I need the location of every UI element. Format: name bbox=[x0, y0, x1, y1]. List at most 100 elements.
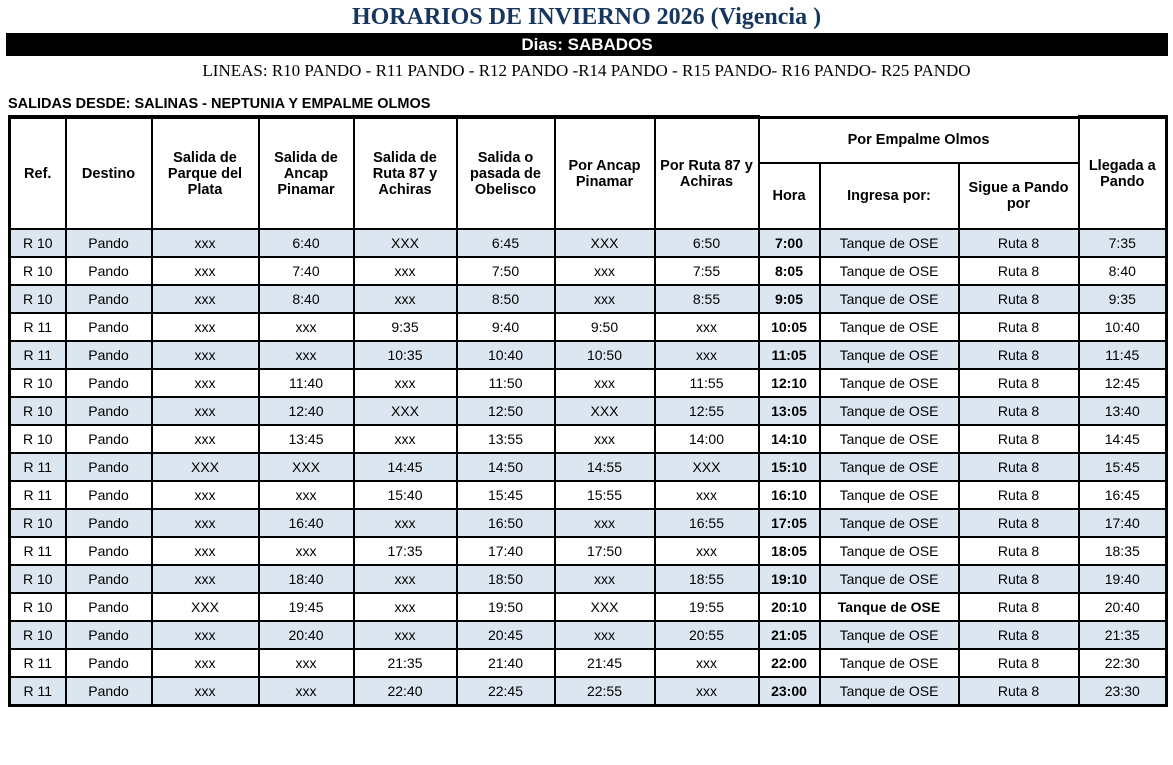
cell-ruta87: xxx bbox=[352, 564, 458, 594]
timetable-row: R 10 Pando xxx 13:45 xxx 13:55 xxx 14:00 14:10 Ta… bbox=[8, 424, 1168, 454]
cell-ref: R 11 bbox=[8, 340, 67, 370]
cell-parque: xxx bbox=[150, 340, 260, 370]
cell-ingresa: Tanque de OSE bbox=[818, 564, 960, 594]
cell-parque: xxx bbox=[150, 620, 260, 650]
cell-hora: 9:05 bbox=[757, 284, 821, 314]
col-header-por-ancap-pinamar: Por Ancap Pinamar bbox=[553, 115, 656, 230]
cell-ingresa: Tanque de OSE bbox=[818, 284, 960, 314]
col-group-por-empalme-olmos: Por Empalme Olmos bbox=[757, 116, 1080, 164]
col-header-destino: Destino bbox=[64, 115, 153, 230]
col-header-llegada-a-pando: Llegada a Pando bbox=[1077, 115, 1168, 230]
cell-obelisco: 18:50 bbox=[455, 564, 556, 594]
timetable-row: R 11 Pando xxx xxx 22:40 22:45 22:55 xxx 23:00 Ta… bbox=[8, 676, 1168, 706]
cell-ancap: 11:40 bbox=[257, 368, 355, 398]
cell-llegada: 8:40 bbox=[1077, 256, 1168, 286]
cell-obelisco: 21:40 bbox=[455, 648, 556, 678]
cell-parque: xxx bbox=[150, 312, 260, 342]
cell-por-ancap: 15:55 bbox=[553, 480, 656, 510]
cell-parque: xxx bbox=[150, 564, 260, 594]
cell-sigue: Ruta 8 bbox=[957, 368, 1080, 398]
col-header-sigue-a-pando-por: Sigue a Pando por bbox=[957, 162, 1080, 230]
cell-ref: R 10 bbox=[8, 508, 67, 538]
cell-ruta87: 21:35 bbox=[352, 648, 458, 678]
timetable-row: R 10 Pando xxx 20:40 xxx 20:45 xxx 20:55 21:05 Ta… bbox=[8, 620, 1168, 650]
cell-destino: Pando bbox=[64, 648, 153, 678]
cell-llegada: 14:45 bbox=[1077, 424, 1168, 454]
cell-hora: 17:05 bbox=[757, 508, 821, 538]
cell-ancap: 12:40 bbox=[257, 396, 355, 426]
cell-por-ruta87: 8:55 bbox=[653, 284, 760, 314]
cell-parque: xxx bbox=[150, 648, 260, 678]
cell-ruta87: XXX bbox=[352, 396, 458, 426]
cell-destino: Pando bbox=[64, 480, 153, 510]
cell-ancap: 7:40 bbox=[257, 256, 355, 286]
cell-destino: Pando bbox=[64, 676, 153, 706]
col-header-por-ruta-87: Por Ruta 87 y Achiras bbox=[653, 115, 760, 230]
cell-obelisco: 22:45 bbox=[455, 676, 556, 706]
cell-ruta87: xxx bbox=[352, 592, 458, 622]
cell-por-ruta87: 6:50 bbox=[653, 228, 760, 258]
cell-ancap: xxx bbox=[257, 312, 355, 342]
cell-obelisco: 20:45 bbox=[455, 620, 556, 650]
cell-hora: 16:10 bbox=[757, 480, 821, 510]
cell-por-ancap: xxx bbox=[553, 620, 656, 650]
cell-sigue: Ruta 8 bbox=[957, 676, 1080, 706]
cell-destino: Pando bbox=[64, 592, 153, 622]
cell-por-ruta87: XXX bbox=[653, 452, 760, 482]
cell-ruta87: 22:40 bbox=[352, 676, 458, 706]
cell-ref: R 11 bbox=[8, 480, 67, 510]
cell-ref: R 10 bbox=[8, 592, 67, 622]
col-header-hora: Hora bbox=[757, 162, 821, 230]
cell-ancap: xxx bbox=[257, 648, 355, 678]
cell-parque: xxx bbox=[150, 480, 260, 510]
cell-ruta87: xxx bbox=[352, 424, 458, 454]
cell-ref: R 10 bbox=[8, 424, 67, 454]
timetable: Ref. Destino Salida de Parque del Plata … bbox=[8, 115, 1169, 707]
cell-parque: xxx bbox=[150, 508, 260, 538]
cell-por-ancap: XXX bbox=[553, 592, 656, 622]
timetable-row: R 11 Pando xxx xxx 10:35 10:40 10:50 xxx 11:05 Ta… bbox=[8, 340, 1168, 370]
cell-destino: Pando bbox=[64, 564, 153, 594]
cell-obelisco: 12:50 bbox=[455, 396, 556, 426]
cell-por-ruta87: xxx bbox=[653, 480, 760, 510]
timetable-row: R 11 Pando xxx xxx 21:35 21:40 21:45 xxx 22:00 Ta… bbox=[8, 648, 1168, 678]
cell-por-ancap: xxx bbox=[553, 424, 656, 454]
timetable-row: R 11 Pando xxx xxx 17:35 17:40 17:50 xxx 18:05 Ta… bbox=[8, 536, 1168, 566]
cell-obelisco: 17:40 bbox=[455, 536, 556, 566]
cell-destino: Pando bbox=[64, 312, 153, 342]
cell-ancap: 18:40 bbox=[257, 564, 355, 594]
cell-ref: R 11 bbox=[8, 312, 67, 342]
timetable-row: R 10 Pando xxx 11:40 xxx 11:50 xxx 11:55 12:10 Ta… bbox=[8, 368, 1168, 398]
cell-ruta87: xxx bbox=[352, 620, 458, 650]
cell-por-ancap: xxx bbox=[553, 508, 656, 538]
cell-llegada: 9:35 bbox=[1077, 284, 1168, 314]
cell-llegada: 11:45 bbox=[1077, 340, 1168, 370]
cell-ingresa: Tanque de OSE bbox=[818, 536, 960, 566]
cell-hora: 22:00 bbox=[757, 648, 821, 678]
cell-sigue: Ruta 8 bbox=[957, 228, 1080, 258]
cell-ref: R 10 bbox=[8, 620, 67, 650]
day-banner: Dias: SABADOS bbox=[6, 33, 1168, 56]
cell-llegada: 22:30 bbox=[1077, 648, 1168, 678]
cell-ancap: 19:45 bbox=[257, 592, 355, 622]
cell-destino: Pando bbox=[64, 620, 153, 650]
cell-hora: 11:05 bbox=[757, 340, 821, 370]
cell-ancap: 13:45 bbox=[257, 424, 355, 454]
cell-ref: R 10 bbox=[8, 564, 67, 594]
departures-from-label: SALIDAS DESDE: SALINAS - NEPTUNIA Y EMPA… bbox=[8, 96, 431, 112]
col-header-salida-ancap-pinamar: Salida de Ancap Pinamar bbox=[257, 115, 355, 230]
cell-ref: R 11 bbox=[8, 676, 67, 706]
cell-ruta87: 9:35 bbox=[352, 312, 458, 342]
cell-ref: R 11 bbox=[8, 452, 67, 482]
cell-sigue: Ruta 8 bbox=[957, 256, 1080, 286]
cell-destino: Pando bbox=[64, 256, 153, 286]
timetable-row: R 10 Pando xxx 7:40 xxx 7:50 xxx 7:55 8:05 Tanque… bbox=[8, 256, 1168, 286]
cell-llegada: 15:45 bbox=[1077, 452, 1168, 482]
cell-ruta87: 10:35 bbox=[352, 340, 458, 370]
cell-ancap: 16:40 bbox=[257, 508, 355, 538]
cell-por-ruta87: xxx bbox=[653, 648, 760, 678]
cell-parque: xxx bbox=[150, 256, 260, 286]
cell-sigue: Ruta 8 bbox=[957, 340, 1080, 370]
cell-ruta87: 15:40 bbox=[352, 480, 458, 510]
cell-ingresa: Tanque de OSE bbox=[818, 620, 960, 650]
